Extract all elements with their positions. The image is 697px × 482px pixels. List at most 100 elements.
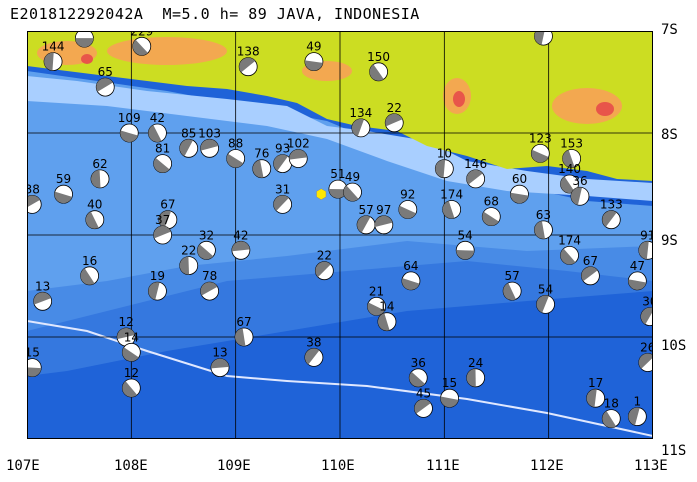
focal-mechanism-beachball[interactable]: 49 — [304, 40, 324, 72]
focal-mechanism-beachball[interactable]: 67 — [581, 254, 600, 286]
focal-mechanism-beachball[interactable]: 102 — [287, 137, 310, 168]
focal-mechanism-beachball[interactable]: 15 — [27, 346, 42, 377]
focal-mechanism-beachball[interactable]: 38 — [27, 182, 42, 214]
focal-mechanism-beachball[interactable]: 13 — [33, 279, 53, 311]
focal-mechanism-beachball[interactable]: 78 — [200, 269, 219, 301]
beachball-depth-label: 22 — [317, 249, 332, 263]
focal-mechanism-beachball[interactable]: 174 — [558, 233, 581, 265]
focal-mechanism-beachball[interactable]: 12 — [116, 315, 136, 347]
focal-mechanism-beachball[interactable]: 174 — [440, 188, 463, 219]
focal-mechanism-beachball[interactable]: 146 — [464, 157, 487, 189]
focal-mechanism-beachball[interactable]: 13 — [210, 346, 230, 378]
focal-mechanism-beachball[interactable]: 38 — [304, 335, 324, 367]
focal-mechanism-beachball[interactable]: 49 — [343, 170, 362, 202]
focal-mechanism-beachball[interactable]: 123 — [529, 131, 552, 163]
focal-mechanism-beachball[interactable]: 134 — [349, 106, 372, 138]
focal-mechanism-beachball[interactable]: 76 — [252, 147, 272, 179]
beachball-depth-label: 174 — [558, 233, 581, 247]
beachball-compression-quadrant — [414, 399, 431, 414]
focal-mechanism-beachball[interactable]: 40 — [85, 198, 105, 230]
focal-mechanism-beachball[interactable]: 30 — [640, 295, 653, 326]
focal-mechanism-beachball[interactable]: 15 — [440, 376, 459, 408]
focal-mechanism-beachball[interactable]: 91 — [638, 228, 653, 260]
beachball-depth-label: 13 — [212, 346, 227, 360]
focal-mechanism-beachball[interactable]: 45 — [414, 386, 433, 418]
focal-mechanism-beachball[interactable]: 10 — [434, 147, 454, 179]
focal-mechanism-beachball[interactable]: 37 — [153, 213, 173, 245]
focal-mechanism-beachball[interactable]: 140 — [558, 162, 581, 194]
beachball-compression-quadrant — [440, 396, 459, 408]
focal-mechanism-beachball[interactable]: 93 — [273, 142, 293, 174]
focal-mechanism-beachball[interactable]: 22 — [314, 249, 334, 281]
focal-mechanism-beachball[interactable]: 68 — [481, 195, 501, 227]
focal-mechanism-beachball[interactable]: 153 — [560, 137, 583, 168]
focal-mechanism-beachball[interactable]: 42 — [148, 111, 167, 143]
focal-mechanism-beachball[interactable]: 14 — [377, 300, 397, 332]
focal-mechanism-beachball[interactable]: 14 — [121, 330, 141, 362]
focal-mechanism-beachball[interactable]: 62 — [90, 157, 110, 189]
beachball-depth-label: 134 — [349, 106, 372, 120]
beachball-depth-label: 36 — [411, 356, 426, 370]
focal-mechanism-beachball[interactable]: 144 — [42, 40, 65, 72]
focal-mechanism-beachball[interactable]: 51 — [328, 167, 348, 199]
focal-mechanism-beachball[interactable]: 22 — [384, 101, 404, 133]
beachball-depth-label: 91 — [640, 228, 653, 242]
focal-mechanism-beachball[interactable]: 24 — [466, 356, 486, 388]
focal-mechanism-beachball[interactable]: 1 — [627, 395, 647, 426]
beachball-depth-label: 93 — [275, 142, 290, 156]
focal-mechanism-beachball[interactable]: 36 — [570, 174, 590, 206]
focal-mechanism-beachball[interactable]: 54 — [455, 228, 475, 260]
focal-mechanism-beachball[interactable]: 47 — [627, 259, 647, 291]
focal-mechanism-beachball[interactable]: 42 — [231, 228, 251, 260]
lon-label-107e: 107E — [6, 458, 40, 474]
focal-mechanism-beachball[interactable]: 26 — [638, 341, 653, 372]
focal-mechanism-beachball[interactable]: 67 — [158, 198, 178, 230]
focal-mechanism-beachball[interactable]: 109 — [118, 111, 141, 143]
beachball-compression-quadrant — [304, 348, 320, 365]
beachball-compression-quadrant — [343, 185, 359, 202]
beachball-compression-quadrant — [231, 241, 250, 252]
beachball-compression-quadrant — [158, 210, 172, 229]
focal-mechanism-beachball[interactable]: 36 — [408, 356, 428, 388]
focal-mechanism-beachball[interactable]: 63 — [534, 208, 553, 240]
focal-mechanism-beachball[interactable]: 32 — [197, 228, 216, 260]
beachball-compression-quadrant — [148, 124, 162, 142]
beachball-depth-label: 60 — [512, 172, 527, 186]
focal-mechanism-beachball[interactable]: 179 — [532, 31, 555, 46]
focal-mechanism-beachball[interactable]: 57 — [356, 203, 376, 235]
focal-mechanism-beachball[interactable]: 64 — [401, 259, 421, 291]
focal-mechanism-beachball[interactable]: 60 — [510, 172, 529, 204]
beachball-depth-label: 67 — [160, 198, 175, 212]
focal-mechanism-beachball[interactable]: 65 — [95, 65, 115, 97]
focal-mechanism-beachball[interactable]: 16 — [80, 254, 99, 286]
focal-mechanism-beachball[interactable]: 17 — [586, 376, 606, 408]
beachball-depth-label: 26 — [640, 341, 653, 355]
beachball-compression-quadrant — [628, 279, 647, 290]
focal-mechanism-beachball[interactable]: 97 — [374, 203, 394, 235]
focal-mechanism-beachball[interactable]: 67 — [234, 315, 254, 347]
beachball-depth-label: 32 — [199, 228, 214, 242]
beachball-compression-quadrant — [435, 159, 446, 178]
focal-mechanism-beachball[interactable]: 81 — [153, 142, 173, 174]
focal-mechanism-beachball[interactable]: 12 — [121, 366, 141, 398]
focal-mechanism-beachball[interactable]: 88 — [226, 137, 246, 168]
focal-mechanism-beachball[interactable]: 21 — [367, 284, 386, 316]
focal-mechanism-beachball[interactable]: 133 — [600, 198, 623, 230]
focal-mechanism-beachball[interactable]: 85 — [179, 126, 199, 158]
focal-mechanism-beachball[interactable]: 138 — [237, 45, 260, 77]
focal-mechanism-beachball[interactable]: 18 — [601, 397, 621, 429]
focal-mechanism-beachball[interactable]: 150 — [367, 50, 390, 82]
peak-area — [596, 102, 614, 116]
focal-mechanism-beachball[interactable]: 229 — [130, 31, 153, 56]
focal-mechanism-beachball[interactable]: 31 — [273, 182, 293, 214]
beachball-compression-quadrant — [531, 149, 549, 163]
focal-mechanism-beachball[interactable]: 92 — [398, 188, 418, 219]
focal-mechanism-beachball[interactable]: 22 — [179, 244, 199, 276]
focal-mechanism-beachball[interactable]: 148 — [73, 31, 96, 48]
beachball-compression-quadrant — [357, 215, 371, 233]
focal-mechanism-beachball[interactable]: 103 — [198, 126, 221, 158]
focal-mechanism-beachball[interactable]: 54 — [536, 282, 555, 314]
focal-mechanism-beachball[interactable]: 19 — [148, 269, 167, 301]
focal-mechanism-beachball[interactable]: 59 — [54, 172, 73, 204]
focal-mechanism-beachball[interactable]: 57 — [502, 269, 522, 301]
